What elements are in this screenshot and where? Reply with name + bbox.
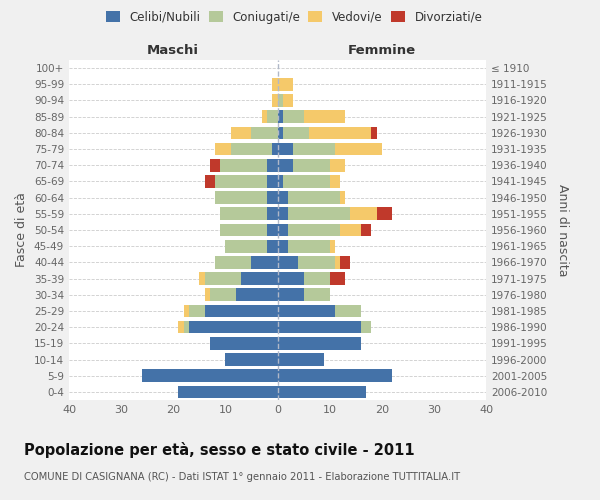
Bar	[210, 288, 236, 301]
Bar	[226, 240, 267, 252]
Bar	[272, 142, 277, 156]
Bar	[267, 110, 277, 123]
Legend: Celibi/Nubili, Coniugati/e, Vedovi/e, Divorziati/e: Celibi/Nubili, Coniugati/e, Vedovi/e, Di…	[101, 6, 487, 28]
Bar	[236, 288, 277, 301]
Bar	[267, 224, 277, 236]
Bar	[283, 110, 304, 123]
Bar	[189, 304, 205, 318]
Bar	[226, 353, 277, 366]
Bar	[142, 370, 277, 382]
Bar	[335, 142, 382, 156]
Bar	[199, 272, 205, 285]
Bar	[277, 224, 288, 236]
Bar	[205, 304, 277, 318]
Bar	[210, 159, 220, 172]
Bar	[277, 94, 283, 107]
Bar	[277, 256, 298, 268]
Bar	[293, 142, 335, 156]
Bar	[205, 288, 210, 301]
Bar	[277, 192, 288, 204]
Bar	[272, 78, 277, 90]
Bar	[215, 256, 251, 268]
Bar	[340, 224, 361, 236]
Text: Femmine: Femmine	[347, 44, 416, 57]
Bar	[277, 321, 361, 334]
Bar	[220, 208, 267, 220]
Bar	[329, 159, 345, 172]
Bar	[205, 175, 215, 188]
Bar	[329, 240, 335, 252]
Bar	[283, 94, 293, 107]
Bar	[350, 208, 377, 220]
Bar	[277, 353, 325, 366]
Bar	[267, 175, 277, 188]
Bar	[277, 126, 283, 139]
Bar	[178, 321, 184, 334]
Bar	[189, 321, 277, 334]
Y-axis label: Fasce di età: Fasce di età	[16, 192, 28, 268]
Bar	[267, 192, 277, 204]
Bar	[251, 256, 277, 268]
Bar	[277, 175, 283, 188]
Bar	[277, 159, 293, 172]
Bar	[329, 272, 345, 285]
Bar	[220, 159, 267, 172]
Bar	[377, 208, 392, 220]
Bar	[371, 126, 377, 139]
Bar	[277, 337, 361, 349]
Bar	[272, 94, 277, 107]
Bar	[340, 256, 350, 268]
Bar	[340, 192, 345, 204]
Bar	[293, 159, 329, 172]
Bar	[288, 208, 350, 220]
Bar	[267, 159, 277, 172]
Text: COMUNE DI CASIGNANA (RC) - Dati ISTAT 1° gennaio 2011 - Elaborazione TUTTITALIA.: COMUNE DI CASIGNANA (RC) - Dati ISTAT 1°…	[24, 472, 460, 482]
Bar	[267, 240, 277, 252]
Bar	[277, 370, 392, 382]
Bar	[251, 126, 277, 139]
Bar	[304, 288, 329, 301]
Bar	[267, 208, 277, 220]
Bar	[220, 224, 267, 236]
Bar	[277, 288, 304, 301]
Bar	[230, 126, 251, 139]
Bar	[288, 192, 340, 204]
Bar	[304, 272, 329, 285]
Bar	[184, 304, 189, 318]
Text: Popolazione per età, sesso e stato civile - 2011: Popolazione per età, sesso e stato civil…	[24, 442, 415, 458]
Bar	[277, 208, 288, 220]
Bar	[309, 126, 371, 139]
Bar	[298, 256, 335, 268]
Bar	[178, 386, 277, 398]
Bar	[361, 321, 371, 334]
Bar	[288, 224, 340, 236]
Bar	[335, 304, 361, 318]
Bar	[215, 175, 267, 188]
Bar	[304, 110, 345, 123]
Text: Maschi: Maschi	[147, 44, 199, 57]
Bar	[277, 386, 366, 398]
Bar	[215, 142, 230, 156]
Bar	[277, 78, 293, 90]
Bar	[335, 256, 340, 268]
Bar	[277, 304, 335, 318]
Bar	[283, 175, 329, 188]
Bar	[277, 142, 293, 156]
Bar	[283, 126, 309, 139]
Bar	[361, 224, 371, 236]
Bar	[277, 272, 304, 285]
Bar	[205, 272, 241, 285]
Bar	[184, 321, 189, 334]
Bar	[288, 240, 329, 252]
Bar	[210, 337, 277, 349]
Bar	[215, 192, 267, 204]
Bar	[329, 175, 340, 188]
Bar	[262, 110, 267, 123]
Bar	[230, 142, 272, 156]
Bar	[277, 240, 288, 252]
Bar	[277, 110, 283, 123]
Bar	[241, 272, 277, 285]
Y-axis label: Anni di nascita: Anni di nascita	[556, 184, 569, 276]
